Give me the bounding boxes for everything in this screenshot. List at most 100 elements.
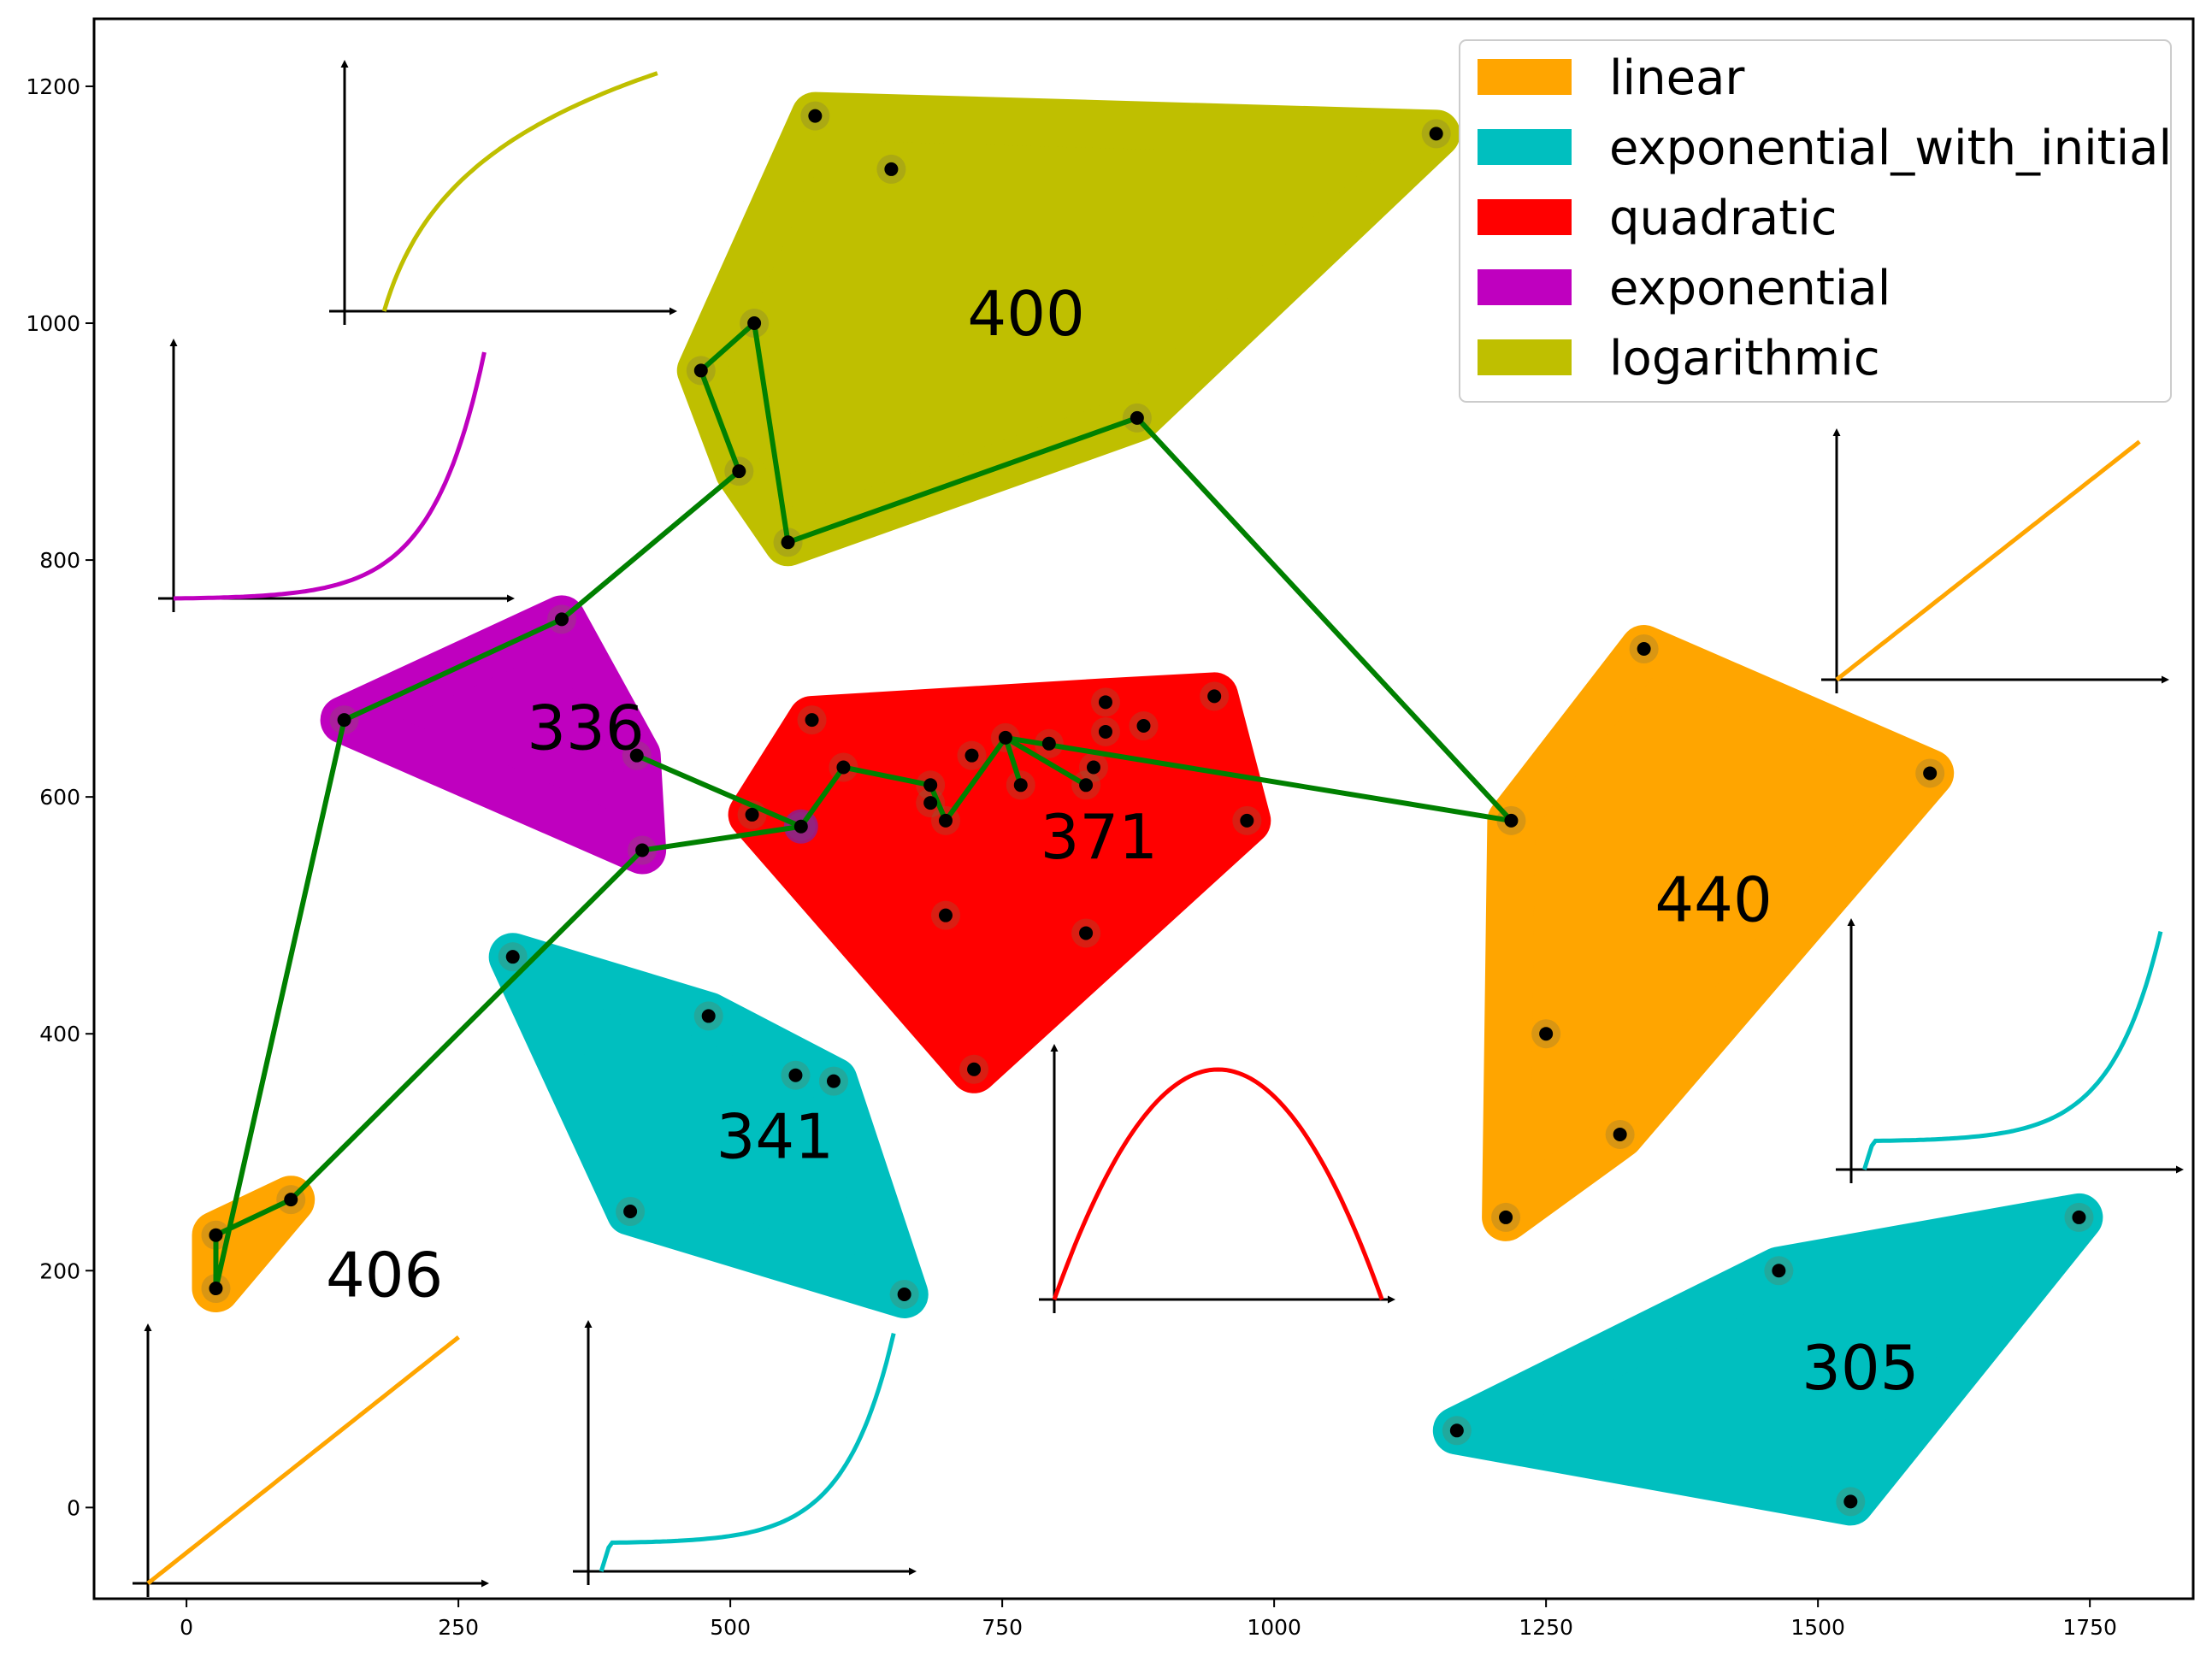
- data-point: [1843, 1494, 1858, 1509]
- data-point: [1098, 695, 1112, 710]
- data-point: [1136, 719, 1151, 734]
- data-point: [938, 908, 953, 922]
- inset-linear: [1821, 428, 2169, 693]
- cluster-label-406: 406: [326, 1240, 443, 1311]
- data-point: [793, 819, 808, 834]
- data-point: [781, 535, 795, 550]
- data-point: [1923, 766, 1938, 781]
- route-path: [213, 321, 1514, 1291]
- data-point: [1449, 1423, 1464, 1438]
- data-point: [998, 730, 1012, 745]
- data-point: [1013, 778, 1028, 793]
- data-point: [629, 748, 644, 763]
- x-tick-label: 1250: [1519, 1615, 1573, 1640]
- data-point: [1041, 736, 1056, 751]
- data-point: [923, 796, 938, 810]
- data-point: [805, 713, 819, 728]
- data-point: [923, 778, 938, 793]
- inset-linear: [133, 1323, 489, 1597]
- data-point: [1079, 778, 1094, 793]
- route-line: [213, 321, 1514, 1291]
- data-point: [964, 748, 979, 763]
- legend-label-exponential_with_initial: exponential_with_initial: [1609, 121, 2172, 176]
- cluster-region-371: [728, 672, 1271, 1093]
- data-point: [623, 1205, 638, 1219]
- legend-label-logarithmic: logarithmic: [1609, 331, 1880, 386]
- data-point: [693, 363, 708, 378]
- cluster-labels: 400 336 371 440 341 406 305: [326, 278, 1920, 1404]
- data-point: [1130, 410, 1144, 425]
- y-tick-label: 200: [39, 1258, 80, 1283]
- y-tick-label: 600: [39, 785, 80, 810]
- legend-label-quadratic: quadratic: [1609, 191, 1837, 246]
- data-point: [897, 1287, 911, 1301]
- data-point: [209, 1228, 223, 1242]
- legend: linear exponential_with_initial quadratic e…: [1459, 39, 2172, 403]
- cluster-label-440: 440: [1655, 864, 1772, 936]
- data-point: [1499, 1210, 1513, 1224]
- y-tick-label: 400: [39, 1022, 80, 1046]
- cluster-label-341: 341: [717, 1101, 834, 1173]
- legend-swatch-linear: [1478, 59, 1572, 95]
- data-point: [1079, 926, 1094, 940]
- inset-logarithmic: [329, 60, 677, 325]
- x-tick-label: 500: [710, 1615, 751, 1640]
- legend-swatch-logarithmic: [1478, 339, 1572, 375]
- data-point: [209, 1282, 223, 1296]
- data-point: [701, 1009, 716, 1023]
- data-point: [884, 162, 899, 176]
- inset-curve: [1862, 931, 2163, 1170]
- cluster-region-305: [1432, 1193, 2103, 1526]
- data-point: [1637, 641, 1651, 656]
- x-tick-label: 1750: [2062, 1615, 2117, 1640]
- y-tick-label: 800: [39, 548, 80, 573]
- data-point: [505, 950, 520, 964]
- data-point: [1240, 813, 1254, 828]
- inset-curve: [1052, 1067, 1384, 1300]
- inset-exponential_with_initial: [573, 1320, 917, 1585]
- inset-mini-plots: [133, 60, 2184, 1597]
- data-point: [1207, 689, 1222, 704]
- x-tick-label: 1000: [1247, 1615, 1301, 1640]
- data-point: [1086, 760, 1100, 775]
- inset-quadratic: [1039, 1044, 1395, 1313]
- data-point: [826, 1074, 841, 1088]
- inset-curve: [173, 351, 487, 601]
- inset-curve: [1835, 439, 2141, 681]
- data-point: [836, 760, 851, 775]
- data-point: [284, 1193, 298, 1207]
- y-tick-label: 0: [67, 1495, 80, 1520]
- inset-curve: [146, 1335, 460, 1585]
- data-point: [337, 713, 351, 728]
- legend-label-exponential: exponential: [1609, 261, 1891, 316]
- y-tick-label: 1000: [26, 311, 80, 336]
- data-points: [209, 109, 2086, 1509]
- cluster-region-440: [1482, 625, 1955, 1241]
- data-point: [1429, 127, 1443, 141]
- data-point: [1613, 1127, 1627, 1141]
- legend-box: [1459, 39, 2172, 403]
- cluster-label-371: 371: [1041, 801, 1158, 873]
- data-point: [554, 612, 569, 627]
- data-point: [747, 316, 762, 331]
- x-tick-label: 0: [180, 1615, 193, 1640]
- inset-exponential: [158, 339, 515, 612]
- legend-swatch-exponential: [1478, 269, 1572, 305]
- data-point: [938, 813, 953, 828]
- inset-curve: [381, 71, 658, 312]
- y-tick-label: 1200: [26, 74, 80, 99]
- legend-swatch-quadratic: [1478, 199, 1572, 235]
- inset-exponential_with_initial: [1836, 918, 2184, 1183]
- data-point: [2072, 1210, 2086, 1224]
- data-point: [1504, 813, 1519, 828]
- data-point: [635, 843, 650, 857]
- cluster-label-400: 400: [967, 278, 1084, 350]
- data-point: [1539, 1027, 1554, 1041]
- cluster-region-341: [488, 933, 929, 1318]
- data-point: [732, 464, 746, 479]
- x-tick-label: 750: [982, 1615, 1023, 1640]
- cluster-label-305: 305: [1802, 1332, 1919, 1404]
- legend-swatch-exponential_with_initial: [1478, 129, 1572, 165]
- data-point: [967, 1062, 982, 1076]
